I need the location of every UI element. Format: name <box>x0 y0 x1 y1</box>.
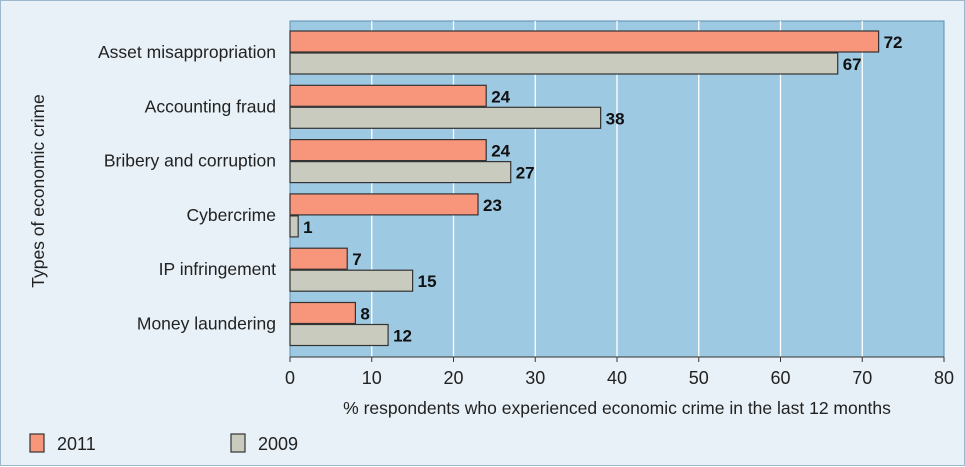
bar-2011-cybercrime <box>289 193 479 216</box>
legend-swatch-2011 <box>29 433 45 453</box>
bar-2011-money-laundering <box>289 301 357 325</box>
bar-2011-accounting-fraud <box>289 84 487 107</box>
legend-label-2009: 2009 <box>258 434 298 454</box>
category-label: Money laundering <box>137 314 276 334</box>
bar-2009-cybercrime <box>289 215 299 238</box>
data-label: 15 <box>418 272 437 291</box>
data-label: 38 <box>606 109 625 128</box>
category-label: Asset misappropriation <box>98 42 276 62</box>
data-label: 8 <box>360 305 369 324</box>
category-label: IP infringement <box>159 259 277 279</box>
bar-2009-money-laundering <box>289 323 389 347</box>
x-tick-label: 70 <box>852 368 872 388</box>
data-label: 23 <box>483 196 502 215</box>
legend-swatch-2009 <box>230 433 246 453</box>
x-tick-label: 40 <box>607 368 627 388</box>
data-label: 27 <box>516 164 535 183</box>
x-tick-label: 30 <box>525 368 545 388</box>
category-label: Accounting fraud <box>145 96 276 116</box>
bar-2011-asset-misappropriation <box>289 30 880 53</box>
data-label: 72 <box>884 33 903 52</box>
data-label: 24 <box>491 142 510 161</box>
bar-2011-bribery-and-corruption <box>289 139 487 162</box>
x-tick-label: 80 <box>934 368 954 388</box>
x-tick-label: 60 <box>770 368 790 388</box>
legend-label-2011: 2011 <box>57 434 96 454</box>
bar-2011-ip-infringement <box>289 247 348 270</box>
x-tick-label: 20 <box>443 368 463 388</box>
bar-2009-asset-misappropriation <box>289 52 839 75</box>
category-label: Bribery and corruption <box>104 151 276 171</box>
x-tick-label: 10 <box>362 368 382 388</box>
bar-2009-ip-infringement <box>289 269 414 292</box>
data-label: 1 <box>303 218 312 237</box>
bar-2009-accounting-fraud <box>289 106 602 129</box>
data-label: 12 <box>393 327 412 346</box>
bar-2009-bribery-and-corruption <box>289 161 512 184</box>
data-label: 7 <box>352 250 361 269</box>
x-axis-title: % respondents who experienced economic c… <box>343 398 891 418</box>
x-tick-label: 0 <box>285 368 295 388</box>
data-label: 67 <box>843 55 862 74</box>
data-label: 24 <box>491 87 510 106</box>
y-axis-title: Types of economic crime <box>28 94 48 288</box>
x-tick-label: 50 <box>689 368 709 388</box>
category-label: Cybercrime <box>187 205 276 225</box>
